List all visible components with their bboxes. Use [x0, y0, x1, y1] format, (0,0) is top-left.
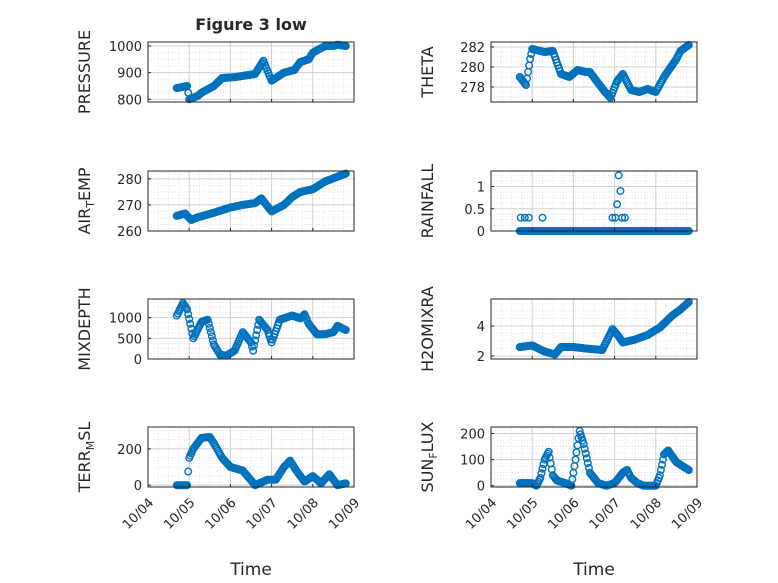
- data-point: [341, 169, 350, 178]
- data-point: [582, 454, 591, 463]
- data-point: [184, 467, 193, 476]
- y-tick-label: 0: [477, 480, 485, 495]
- data-point: [655, 471, 664, 480]
- data-point: [341, 42, 350, 51]
- data-point: [581, 449, 590, 458]
- y-tick-label: 800: [117, 93, 142, 108]
- data-point: [203, 315, 212, 324]
- x-axis-label-right: Time: [572, 560, 615, 580]
- data-point: [253, 326, 262, 335]
- y-axis-label: MIXDEPTH: [75, 287, 94, 370]
- y-tick-label: 0.5: [464, 203, 485, 218]
- subplot-0: 800 900 1000 PRESSURE: [75, 30, 355, 114]
- data-point: [249, 346, 258, 355]
- y-tick-label: 100: [460, 454, 485, 469]
- data-point: [620, 213, 629, 222]
- axes-box: [490, 298, 698, 360]
- y-tick-label: 4: [477, 320, 485, 335]
- data-point: [578, 436, 587, 445]
- subplot-1: 278 280 282 THETA: [418, 41, 698, 103]
- y-tick-label: 280: [460, 61, 485, 76]
- y-tick-label: 270: [117, 199, 142, 214]
- data-point: [520, 213, 529, 222]
- y-tick-label: 2: [477, 350, 485, 365]
- axes-box: [147, 426, 355, 488]
- data-point: [684, 466, 693, 475]
- data-point: [524, 213, 533, 222]
- subplot-5: 2 4 H2OMIXRA: [418, 286, 698, 372]
- y-tick-label: 200: [117, 443, 142, 458]
- y-tick-label: 260: [117, 225, 142, 240]
- y-tick-label: 282: [460, 41, 485, 56]
- y-axis-label: H2OMIXRA: [418, 286, 437, 372]
- subplot-2: 260 270 280 AIRTEMP: [75, 167, 355, 240]
- y-axis-label: RAINFALL: [418, 164, 437, 239]
- data-point: [341, 326, 350, 335]
- data-point: [614, 171, 623, 180]
- data-point: [206, 328, 215, 337]
- data-point: [571, 455, 580, 464]
- data-point: [250, 341, 259, 350]
- data-point: [252, 331, 261, 340]
- data-point: [526, 55, 535, 64]
- data-point: [683, 298, 692, 307]
- y-tick-label: 1: [477, 181, 485, 196]
- figure-title: Figure 3 low: [195, 15, 307, 34]
- data-point: [516, 213, 525, 222]
- y-tick-label: 200: [460, 428, 485, 443]
- data-point: [583, 459, 592, 468]
- y-tick-label: 1000: [109, 40, 142, 55]
- y-tick-label: 278: [460, 81, 485, 96]
- y-tick-label: 0: [477, 225, 485, 240]
- subplot-4: 0 500 1000 MIXDEPTH: [75, 287, 355, 371]
- axes-box: [147, 298, 355, 360]
- data-point: [204, 319, 213, 328]
- data-point: [537, 469, 546, 478]
- y-tick-label: 0: [134, 479, 142, 494]
- data-point: [207, 332, 216, 341]
- data-point: [205, 324, 214, 333]
- axes-box: [490, 426, 698, 488]
- y-axis-label: TERRMSL: [75, 422, 97, 494]
- data-point: [184, 310, 193, 319]
- y-axis-label: AIRTEMP: [75, 167, 97, 234]
- data-point: [608, 213, 617, 222]
- data-point: [658, 460, 667, 469]
- data-point: [579, 440, 588, 449]
- data-point: [580, 444, 589, 453]
- data-point: [618, 213, 627, 222]
- data-point: [616, 186, 625, 195]
- y-tick-label: 0: [134, 353, 142, 368]
- y-tick-label: 500: [117, 332, 142, 347]
- axes-box: [490, 41, 698, 103]
- y-tick-label: 1000: [109, 312, 142, 327]
- axes-box: [490, 170, 698, 232]
- y-axis-label: SUNFLUX: [418, 421, 440, 492]
- axes-box: [147, 41, 355, 103]
- data-point: [251, 336, 260, 345]
- data-point: [538, 464, 547, 473]
- subplot-3: 0 0.5 1 RAINFALL: [418, 164, 698, 240]
- y-axis-label: PRESSURE: [75, 30, 94, 114]
- data-point: [656, 466, 665, 475]
- data-point: [183, 481, 192, 490]
- data-point: [536, 473, 545, 482]
- data-point: [682, 299, 691, 308]
- y-axis-label: THETA: [418, 46, 437, 98]
- data-point: [613, 200, 622, 209]
- axes-box: [147, 170, 355, 232]
- y-tick-label: 280: [117, 173, 142, 188]
- data-point: [183, 305, 192, 314]
- data-point: [538, 213, 547, 222]
- x-axis-label-left: Time: [229, 560, 272, 580]
- data-point: [186, 319, 195, 328]
- data-point: [262, 324, 271, 333]
- y-tick-label: 900: [117, 67, 142, 82]
- data-point: [185, 315, 194, 324]
